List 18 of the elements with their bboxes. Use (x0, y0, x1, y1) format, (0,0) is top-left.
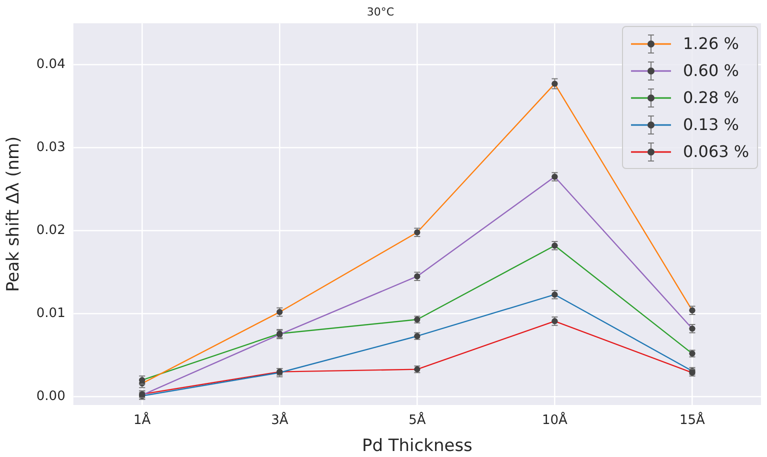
y-tick-label: 0.02 (36, 223, 66, 238)
x-tick-label: 10Å (542, 411, 568, 428)
chart-title: 30°C (366, 5, 394, 18)
y-tick-label: 0.04 (36, 57, 66, 72)
y-tick-label: 0.00 (36, 389, 66, 404)
legend-label: 0.28 % (683, 88, 739, 108)
y-tick-label: 0.03 (36, 140, 66, 156)
x-tick-label: 1Å (134, 411, 151, 428)
x-tick-label: 3Å (271, 411, 288, 428)
y-tick-label: 0.01 (36, 306, 66, 322)
legend-label: 0.60 % (683, 61, 739, 80)
x-tick-label: 15Å (680, 411, 706, 428)
x-tick-label: 5Å (408, 411, 426, 428)
legend-label: 0.063 % (683, 142, 750, 162)
legend-label: 1.26 % (683, 34, 739, 54)
legend-label: 0.13 % (683, 115, 739, 134)
y-axis-title: Peak shift Δλ (nm) (4, 136, 24, 292)
x-axis-title: Pd Thickness (362, 436, 473, 456)
